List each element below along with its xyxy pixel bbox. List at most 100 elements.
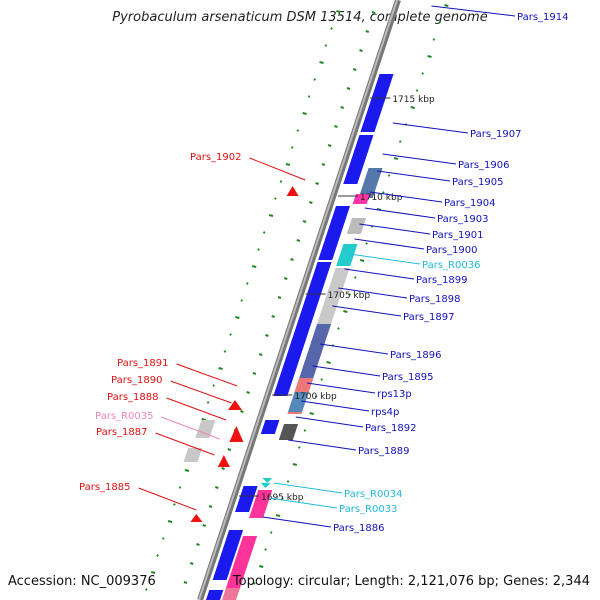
reverse-gene [286, 186, 299, 196]
gc-dot-outer [309, 412, 314, 415]
gc-dash [359, 49, 363, 52]
gene-label: Pars_1891 [117, 358, 168, 369]
forward-gene [349, 150, 369, 164]
gc-dot-inner [223, 350, 227, 353]
gc-dot-inner [235, 316, 240, 319]
gc-dash [208, 505, 213, 508]
gc-dot-inner [251, 265, 257, 268]
gc-dot-inner [184, 469, 190, 472]
gene-box [346, 218, 367, 234]
gc-dot-inner [290, 146, 294, 149]
gc-dot-outer [382, 191, 385, 194]
gc-dash [346, 87, 351, 90]
gc-dash [277, 296, 282, 299]
gene-label: rps4p [371, 407, 399, 418]
gc-dot-outer [320, 378, 323, 381]
gc-dot-inner [307, 95, 311, 98]
forward-gene-shape [281, 340, 306, 370]
forward-gene-shape [343, 162, 365, 184]
label-leader [369, 191, 443, 203]
gc-dot-outer [275, 514, 281, 517]
gc-dot-inner [150, 571, 156, 574]
gc-dot-outer [314, 395, 318, 398]
forward-gene [353, 135, 374, 153]
gene-label: Pars_1901 [432, 230, 483, 241]
gene-label: Pars_1898 [409, 294, 460, 305]
forward-gene [260, 420, 280, 434]
backbone-track [197, 0, 401, 600]
gc-dot-inner [285, 163, 291, 166]
gc-dot-inner [336, 10, 341, 13]
label-leader [160, 416, 220, 440]
gc-dot-outer [337, 327, 340, 330]
gc-dot-outer [281, 497, 284, 500]
gc-dot-inner [319, 61, 324, 64]
label-leader [312, 365, 381, 377]
gene-box-shape [346, 218, 367, 234]
gc-dash [189, 562, 194, 565]
label-leader [338, 287, 408, 299]
gene-box-shape [358, 168, 383, 198]
gene-label: Pars_1889 [358, 446, 409, 457]
gc-dash [371, 11, 376, 14]
gc-dash [227, 448, 232, 451]
gc-dash [302, 220, 307, 223]
gc-content-track [145, 4, 449, 591]
pink-gene-shape [222, 588, 240, 600]
gc-dash [327, 144, 332, 147]
gc-dash [334, 125, 338, 128]
label-leader [155, 432, 215, 456]
gc-dot-inner [206, 401, 210, 404]
gc-dash [214, 486, 219, 489]
tick-label: 1710 kbp [360, 193, 403, 203]
gene-box-shape [278, 424, 299, 440]
forward-gene-shape [260, 420, 280, 434]
gc-dot-outer [303, 429, 307, 432]
gene-label: Pars_1903 [437, 214, 488, 225]
gc-dot-inner [212, 384, 215, 387]
gene-box-shape [336, 244, 358, 266]
gc-dot-outer [438, 21, 441, 24]
label-leader [349, 253, 421, 265]
gc-dash [365, 30, 370, 33]
gene-label: Pars_1905 [452, 177, 503, 188]
gc-dot-outer [398, 140, 402, 143]
gc-dot-inner [296, 129, 300, 132]
label-leader [392, 122, 469, 134]
gene-box-shape [288, 392, 309, 412]
label-leader [268, 497, 338, 509]
gene-label: Pars_R0034 [344, 489, 402, 500]
label-leader [431, 5, 516, 17]
gc-dot-outer [444, 4, 449, 7]
gc-dot-inner [161, 537, 165, 540]
gc-dot-outer [253, 582, 256, 585]
gc-dot-inner [324, 44, 328, 47]
gene-label: Pars_1907 [470, 129, 521, 140]
forward-gene [318, 236, 341, 260]
forward-gene-shape [360, 74, 394, 132]
gc-dash [352, 68, 357, 71]
gc-dash [315, 182, 319, 185]
gc-dot-outer [297, 446, 301, 449]
reverse-gene [190, 514, 203, 522]
gc-dash [309, 201, 313, 204]
gc-dash [240, 410, 244, 413]
label-leader [376, 170, 451, 182]
label-leader [262, 516, 332, 528]
gc-dash [321, 163, 326, 166]
grey-gene [183, 448, 203, 462]
gene-label: Pars_1895 [382, 372, 433, 383]
gc-dot-outer [432, 38, 436, 41]
gc-dash [271, 315, 276, 318]
forward-gene [343, 162, 365, 184]
gc-dot-inner [178, 486, 182, 489]
gc-dash [246, 391, 250, 394]
gc-dot-outer [258, 565, 264, 568]
gc-dash [252, 372, 257, 375]
tick-track: 1715 kbp 1710 kbp 1705 kbp 1700 kbp 1695 kbp [239, 95, 435, 503]
gene-box [315, 268, 350, 328]
forward-gene [330, 206, 351, 224]
pink-gene [224, 536, 258, 592]
gene-label: Pars_1899 [416, 275, 467, 286]
forward-gene [273, 384, 292, 396]
